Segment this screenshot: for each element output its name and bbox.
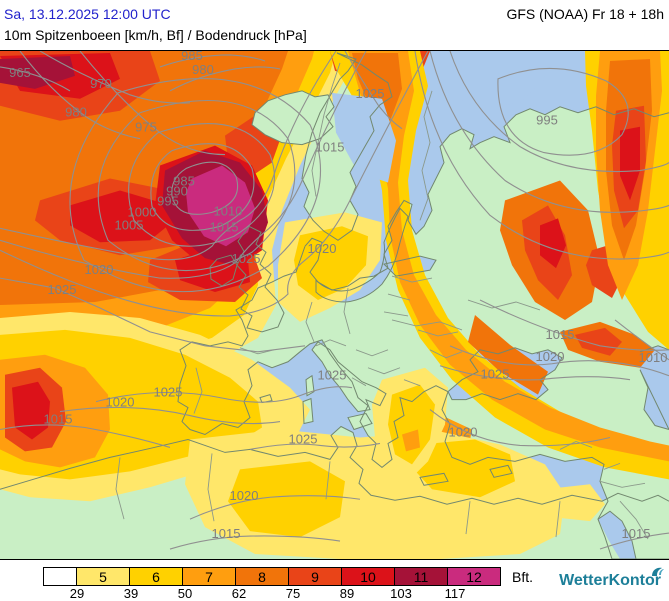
legend-box-bft-9: 9 bbox=[288, 567, 342, 586]
pressure-label: 1025 bbox=[232, 251, 261, 266]
pressure-label: 985 bbox=[173, 173, 195, 188]
isobars bbox=[0, 51, 669, 550]
pressure-label: 1010 bbox=[214, 203, 243, 218]
pressure-label: 1015 bbox=[622, 526, 651, 541]
pressure-label: 1020 bbox=[230, 488, 259, 503]
pressure-label: 1025 bbox=[356, 86, 385, 101]
pressure-label: 1025 bbox=[48, 282, 77, 297]
wetterkontor-logo-text: WetterKontor bbox=[559, 572, 661, 589]
kmh-label: 103 bbox=[390, 586, 412, 601]
pressure-label: 965 bbox=[9, 65, 31, 80]
pressure-label: 970 bbox=[90, 76, 112, 91]
wetterkontor-swoosh-icon bbox=[651, 565, 665, 583]
weather-map: 965 970 985 980 980 975 1025 1015 995 985 990 995 10… bbox=[0, 50, 669, 560]
pressure-label: 995 bbox=[157, 193, 179, 208]
kmh-label: 117 bbox=[444, 586, 466, 601]
kmh-label: 62 bbox=[231, 586, 247, 601]
legend-box-bft-calm bbox=[43, 567, 77, 586]
pressure-label: 1005 bbox=[115, 217, 144, 232]
pressure-label: 985 bbox=[181, 51, 203, 63]
wind-scale-legend: 5 6 7 8 9 10 11 12 bbox=[43, 567, 501, 586]
map-parameter-title: 10m Spitzenboeen [km/h, Bf] / Bodendruck… bbox=[4, 27, 307, 43]
kmh-label: 39 bbox=[123, 586, 139, 601]
kmh-label: 29 bbox=[69, 586, 85, 601]
pressure-label: 1020 bbox=[85, 262, 114, 277]
pressure-label: 1010 bbox=[639, 350, 668, 365]
pressure-label: 995 bbox=[536, 113, 558, 128]
iceland-land bbox=[252, 90, 334, 145]
pressure-label: 1025 bbox=[481, 367, 510, 382]
pressure-label: 1025 bbox=[154, 385, 183, 400]
weather-map-canvas: 9659709859809809751025101599598599099510… bbox=[0, 51, 669, 559]
pressure-label: 1025 bbox=[318, 368, 347, 383]
pressure-label: 990 bbox=[166, 183, 188, 198]
kmh-label: 75 bbox=[285, 586, 301, 601]
kmh-label: 89 bbox=[339, 586, 355, 601]
coastlines bbox=[0, 52, 669, 559]
legend-box-bft-10: 10 bbox=[341, 567, 395, 586]
pressure-label: 1015 bbox=[210, 219, 239, 234]
kmh-label: 50 bbox=[177, 586, 193, 601]
pressure-label: 1025 bbox=[289, 431, 318, 446]
pressure-label: 1020 bbox=[536, 349, 565, 364]
pressure-label: 975 bbox=[135, 120, 157, 135]
pressure-label: 980 bbox=[192, 62, 214, 77]
legend-box-bft-5: 5 bbox=[76, 567, 130, 586]
legend-box-bft-12: 12 bbox=[447, 567, 501, 586]
norwegian-sea-gap bbox=[332, 92, 396, 183]
pressure-label: 1000 bbox=[128, 204, 157, 219]
pressure-label: 1015 bbox=[546, 327, 575, 342]
pressure-label: 1015 bbox=[44, 412, 73, 427]
pressure-label: 1015 bbox=[316, 140, 345, 155]
pressure-label: 1020 bbox=[106, 395, 135, 410]
map-datetime: Sa, 13.12.2025 12:00 UTC bbox=[4, 6, 171, 22]
pressure-label: 1020 bbox=[308, 241, 337, 256]
beaufort-unit-label: Bft. bbox=[512, 569, 534, 585]
wetterkontor-logo: WetterKontor bbox=[559, 567, 664, 590]
pressure-label: 1015 bbox=[212, 526, 241, 541]
model-run-label: GFS (NOAA) Fr 18 + 18h bbox=[506, 6, 664, 22]
isobar-labels: 9659709859809809751025101599598599099510… bbox=[9, 51, 667, 541]
legend-box-bft-8: 8 bbox=[235, 567, 289, 586]
legend-box-bft-7: 7 bbox=[182, 567, 236, 586]
barents-sea-gap bbox=[430, 51, 545, 109]
pressure-label: 1020 bbox=[449, 425, 478, 440]
pressure-label: 980 bbox=[65, 105, 87, 120]
legend-box-bft-11: 11 bbox=[394, 567, 448, 586]
country-borders bbox=[115, 62, 649, 540]
legend-box-bft-6: 6 bbox=[129, 567, 183, 586]
